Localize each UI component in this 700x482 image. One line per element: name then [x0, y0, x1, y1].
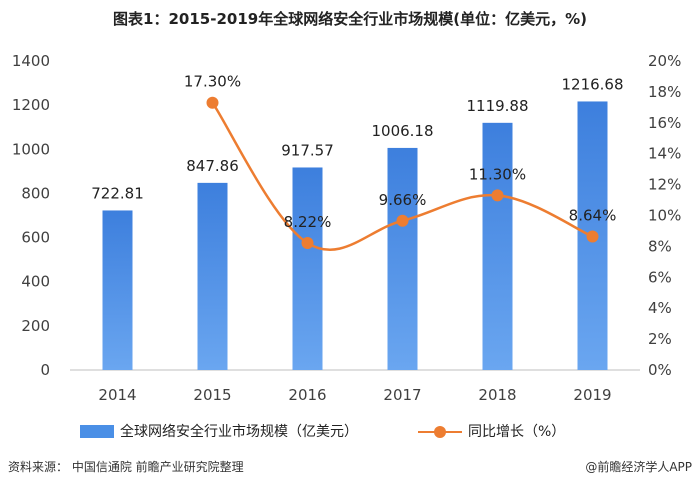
y-right-tick-label: 4%	[648, 299, 672, 317]
legend-item-bar: 全球网络安全行业市场规模（亿美元）	[80, 421, 358, 441]
x-tick-label: 2019	[573, 386, 611, 404]
y-right-tick-label: 8%	[648, 237, 672, 255]
growth-value-label: 9.66%	[379, 191, 427, 209]
x-tick-label: 2017	[383, 386, 421, 404]
y-right-tick-label: 20%	[648, 52, 681, 70]
y-right-tick-label: 0%	[648, 361, 672, 379]
growth-value-label: 11.30%	[469, 165, 526, 183]
growth-point	[301, 237, 314, 250]
legend-swatch-bar	[80, 424, 114, 438]
y-right-tick-label: 10%	[648, 207, 681, 225]
bar	[387, 147, 418, 370]
legend-swatch-line	[418, 425, 462, 438]
y-right-tick-label: 18%	[648, 83, 681, 101]
growth-point	[491, 189, 504, 202]
y-left-tick-label: 400	[21, 273, 50, 291]
chart-title: 图表1：2015-2019年全球网络安全行业市场规模(单位：亿美元，%)	[113, 10, 587, 28]
bar-value-label: 722.81	[91, 184, 144, 202]
source-note: 资料来源： 中国信通院 前瞻产业研究院整理	[8, 460, 244, 474]
y-left-tick-label: 1200	[12, 96, 50, 114]
growth-value-label: 8.64%	[569, 207, 617, 225]
y-right-tick-label: 12%	[648, 176, 681, 194]
x-tick-label: 2016	[288, 386, 326, 404]
legend-label-line: 同比增长（%）	[468, 424, 566, 440]
y-left-tick-label: 200	[21, 317, 50, 335]
x-tick-label: 2015	[193, 386, 231, 404]
bar	[102, 210, 133, 370]
x-tick-label: 2014	[98, 386, 136, 404]
growth-point	[206, 96, 219, 109]
bar-value-label: 917.57	[281, 141, 334, 159]
y-right-tick-label: 16%	[648, 114, 681, 132]
bar	[197, 182, 228, 370]
growth-point	[586, 230, 599, 243]
y-left-tick-label: 600	[21, 229, 50, 247]
legend: 全球网络安全行业市场规模（亿美元） 同比增长（%）	[80, 420, 625, 442]
y-right-tick-label: 2%	[648, 330, 672, 348]
bar-value-label: 1216.68	[561, 75, 623, 93]
y-left-tick-label: 1000	[12, 140, 50, 158]
bar-value-label: 1119.88	[466, 97, 528, 115]
bar-value-label: 847.86	[186, 157, 239, 175]
legend-item-line: 同比增长（%）	[418, 421, 565, 441]
y-right-tick-label: 14%	[648, 145, 681, 163]
y-left-tick-label: 800	[21, 184, 50, 202]
legend-label-bar: 全球网络安全行业市场规模（亿美元）	[120, 424, 358, 440]
bar	[292, 167, 323, 370]
y-left-tick-label: 1400	[12, 52, 50, 70]
y-left-tick-label: 0	[40, 361, 50, 379]
credit-note: @前瞻经济学人APP	[585, 460, 692, 474]
growth-point	[396, 214, 409, 227]
y-right-tick-label: 6%	[648, 268, 672, 286]
bar	[482, 122, 513, 371]
growth-value-label: 17.30%	[184, 73, 241, 91]
bar-value-label: 1006.18	[371, 122, 433, 140]
x-tick-label: 2018	[478, 386, 516, 404]
growth-value-label: 8.22%	[284, 213, 332, 231]
